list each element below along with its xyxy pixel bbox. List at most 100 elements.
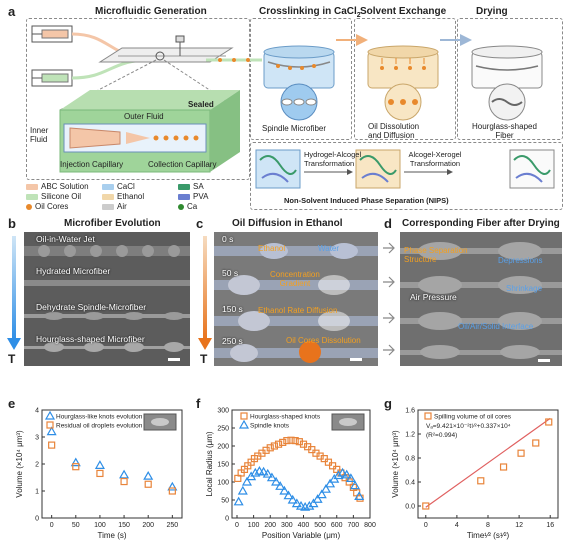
x-tick-label: 12	[515, 522, 523, 529]
legend-entry: Hourglass-shaped knots	[250, 414, 321, 421]
panel-d-title: Corresponding Fiber after Drying	[402, 218, 560, 229]
y-axis-label: Local Radius (μm)	[205, 431, 214, 496]
data-point	[48, 441, 56, 449]
legend-label: Ethanol	[117, 192, 145, 201]
legend-label: Air	[117, 202, 127, 211]
panel-c-title: Oil Diffusion in Ethanol	[232, 218, 343, 229]
data-point	[477, 477, 485, 485]
legend-swatch	[26, 203, 32, 210]
y-tick-label: 0	[35, 516, 39, 523]
panel-g-label: g	[384, 396, 392, 411]
inner-fluid-label: Inner Fluid	[30, 126, 49, 144]
panel-b-label: b	[8, 216, 16, 231]
legend-swatch	[178, 183, 190, 190]
data-point	[287, 494, 298, 504]
beaker-solvent	[367, 45, 439, 89]
data-point	[283, 436, 291, 445]
legend-label: SA	[193, 182, 204, 191]
x-tick-label: 8	[486, 522, 490, 529]
data-point	[94, 460, 105, 469]
data-point	[279, 438, 287, 447]
y-tick-label: 50	[221, 498, 229, 505]
data-point	[238, 419, 250, 429]
legend-swatch	[102, 203, 114, 210]
y-tick-label: 2	[35, 462, 39, 469]
y-tick-label: 0.8	[405, 456, 415, 463]
c-ann-diffusion: Ethanol Rate Diffusion	[258, 306, 338, 315]
x-axis-label: Time¹⁄² (s¹⁄²)	[467, 531, 510, 540]
y-axis-label: Volume (×10⁴ μm³)	[15, 430, 24, 498]
c-time-label: T	[200, 352, 208, 366]
data-point	[70, 457, 81, 467]
legend-swatch	[26, 183, 38, 190]
syringe-pump-top	[31, 25, 73, 43]
x-tick-label: 100	[248, 522, 260, 529]
legend-swatch	[178, 203, 184, 210]
c-ann-water: Water	[318, 244, 340, 253]
chart-e: 0 50 100 150 200 250 0 1 2 3 4 Time (s) Volume (×10⁴…	[15, 408, 183, 540]
data-point	[46, 426, 57, 436]
b-row-2: Hydrated Microfiber	[36, 266, 111, 276]
data-point	[240, 412, 248, 420]
data-point	[325, 478, 336, 488]
panel-d-label: d	[384, 216, 392, 231]
panel-f-label: f	[196, 396, 201, 411]
y-tick-label: 150	[217, 462, 229, 469]
legend-item: Air	[102, 202, 127, 211]
data-point	[258, 466, 269, 476]
data-point	[250, 467, 261, 477]
x-axis-label: Position Variable (μm)	[262, 531, 341, 540]
data-point	[341, 469, 352, 479]
x-tick-label: 0	[424, 522, 428, 529]
fit-equation: Vₐ=9.421×10⁻²t¹⁄²+0.337×10⁴	[426, 423, 511, 430]
d-ann-interface: Oil/Air/Solid Interface	[458, 322, 534, 331]
legend-swatch	[26, 193, 38, 200]
data-point	[291, 498, 302, 508]
data-point	[279, 485, 290, 495]
y-tick-label: 200	[217, 444, 229, 451]
data-point	[308, 498, 319, 508]
data-point	[96, 469, 104, 478]
b-row-1: Oil-in-Water Jet	[36, 234, 95, 244]
data-point	[517, 449, 525, 457]
d-ann-depressions: Depressions	[498, 256, 543, 265]
x-tick-label: 0	[50, 522, 54, 529]
chart-f: 0 100 200 300 400 500 600 700 800 0 50 100 150 200 250…	[205, 408, 376, 541]
d-ann-air: Air Pressure	[410, 292, 457, 302]
data-point	[233, 496, 244, 506]
panel-c-label: c	[196, 216, 204, 231]
data-point	[345, 473, 356, 483]
chart-g: 0 4 8 12 16 0.0 0.4 0.8 1.2 1.6 Time¹⁄² (s¹⁄²) Volu…	[391, 408, 559, 540]
data-point	[274, 440, 283, 448]
d-ann-shrinkage: Shrinkage	[506, 284, 543, 293]
y-tick-label: 1	[35, 489, 39, 496]
data-point	[143, 470, 154, 480]
legend-label: CaCl	[117, 182, 135, 191]
injection-capillary-label: Injection Capillary	[60, 160, 124, 169]
legend-label: Ca	[187, 202, 198, 211]
y-tick-label: 0	[225, 516, 229, 523]
data-point	[119, 469, 130, 479]
data-point	[283, 490, 294, 500]
nips-title: Non-Solvent Induced Phase Separation (NI…	[284, 196, 449, 205]
legend-item: Ca	[178, 202, 197, 211]
data-point	[167, 481, 178, 491]
data-point	[46, 421, 54, 429]
data-point	[262, 468, 273, 478]
data-point	[168, 487, 176, 495]
legend-item: ABC Solution	[26, 182, 89, 191]
c-time-arrow	[198, 236, 212, 350]
data-point	[499, 463, 508, 471]
data-point	[44, 410, 56, 420]
c-time-2: 150 s	[222, 304, 243, 314]
data-point	[271, 476, 282, 486]
legend-item: CaCl	[102, 182, 135, 191]
legend-entry: Residual oil droplets evolution	[56, 423, 143, 430]
panel-b-title: Microfiber Evolution	[64, 218, 161, 229]
b-time-arrow	[7, 236, 21, 350]
x-tick-label: 800	[364, 522, 376, 529]
legend-item: SA	[178, 182, 204, 191]
panel-e-label: e	[8, 396, 16, 411]
y-axis-label: Volume (×10⁴ μm³)	[391, 430, 400, 498]
legend-entry: Spilling volume of oil cores	[434, 414, 512, 421]
